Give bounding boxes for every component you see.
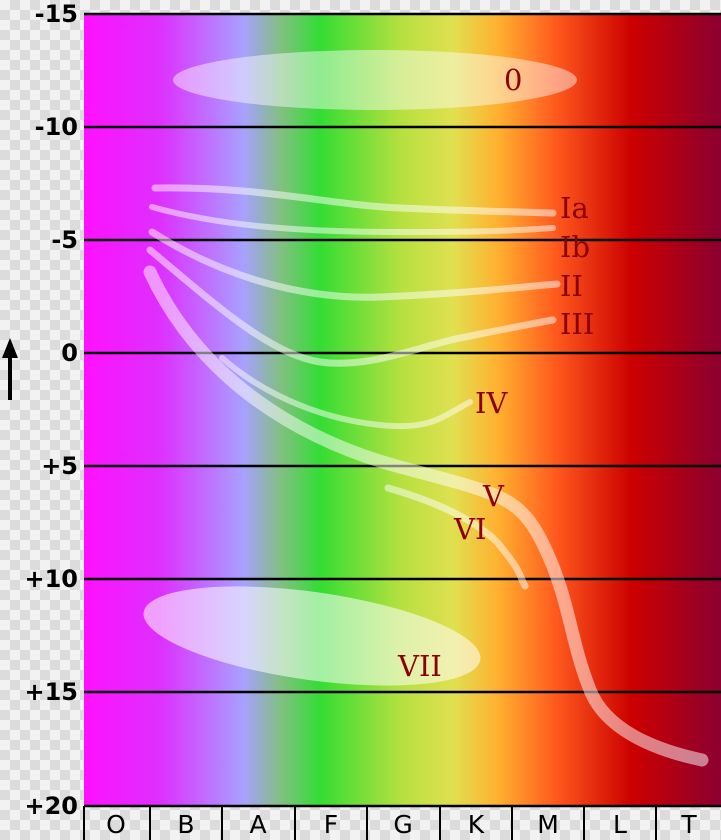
class-Ia-curve (151, 184, 557, 217)
x-tick-label: K (468, 810, 485, 839)
x-tick-label: G (393, 810, 412, 839)
y-tick-label: +20 (24, 792, 78, 820)
y-tick-label: -10 (35, 113, 78, 141)
y-tick-label: +10 (24, 565, 78, 593)
x-tick-label: T (680, 810, 697, 839)
y-tick-label: -5 (51, 226, 78, 254)
x-tick-label: F (324, 810, 338, 839)
x-tick-label: B (177, 810, 194, 839)
up-arrow-icon (2, 338, 18, 400)
class-label-Ia: Ia (560, 191, 589, 225)
class-label-Ib: Ib (560, 230, 590, 264)
x-tick-label: O (106, 810, 126, 839)
spectrum-band (84, 14, 721, 806)
x-tick-label: A (249, 810, 266, 839)
y-tick-label: +15 (24, 678, 78, 706)
class-label-V: V (482, 479, 505, 513)
class-II-curve (148, 228, 561, 301)
class-0-region (173, 50, 577, 110)
class-VI-curve (384, 484, 529, 590)
class-label-II: II (560, 269, 583, 303)
y-tick-label: -15 (35, 0, 78, 28)
class-VII-region (143, 586, 481, 686)
y-tick-label: 0 (61, 339, 78, 367)
class-IV-curve (219, 355, 473, 430)
class-label-VI: VI (453, 512, 486, 546)
luminosity-sequences (143, 50, 709, 767)
spectral-axis (83, 806, 657, 840)
class-Ib-curve (149, 204, 556, 236)
class-label-VII: VII (397, 649, 442, 683)
class-V-curve (143, 265, 709, 767)
y-tick-label: +5 (41, 452, 78, 480)
class-label-III: III (560, 307, 594, 341)
x-tick-label: M (537, 810, 559, 839)
magnitude-gridlines (84, 12, 721, 808)
class-III-curve (146, 246, 557, 367)
class-label-0: 0 (504, 63, 522, 97)
x-tick-label: L (613, 810, 627, 839)
class-label-IV: IV (475, 386, 508, 420)
